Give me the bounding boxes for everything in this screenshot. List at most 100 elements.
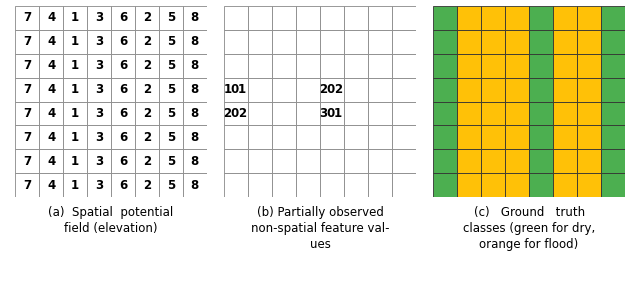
Text: 4: 4 [47, 11, 55, 24]
Text: 2: 2 [143, 155, 151, 168]
Bar [368, 102, 392, 125]
Bar [248, 125, 272, 149]
Text: 1: 1 [71, 59, 79, 72]
Bar [39, 125, 63, 149]
Bar [344, 54, 368, 78]
Bar [433, 77, 458, 102]
Bar [601, 54, 625, 78]
Text: 1: 1 [71, 11, 79, 24]
Bar [296, 102, 320, 125]
Bar [87, 125, 111, 149]
Bar [159, 77, 182, 102]
Bar [224, 125, 248, 149]
Bar [392, 6, 416, 30]
Text: 5: 5 [166, 59, 175, 72]
Bar [601, 77, 625, 102]
Bar [553, 30, 577, 54]
Bar [577, 125, 601, 149]
Bar [505, 102, 529, 125]
Bar [320, 125, 344, 149]
Bar [159, 30, 182, 54]
Bar [182, 125, 207, 149]
Bar [87, 54, 111, 78]
Text: 3: 3 [95, 131, 103, 144]
Text: 3: 3 [95, 107, 103, 120]
Text: 1: 1 [71, 179, 79, 192]
Bar [111, 54, 135, 78]
Bar [182, 54, 207, 78]
Bar [272, 125, 296, 149]
Text: 6: 6 [119, 59, 127, 72]
Text: (c)   Ground   truth
classes (green for dry,
orange for flood): (c) Ground truth classes (green for dry,… [463, 206, 595, 251]
Text: 3: 3 [95, 59, 103, 72]
Bar [553, 149, 577, 173]
Bar [63, 54, 87, 78]
Bar [368, 125, 392, 149]
Bar [224, 6, 248, 30]
Bar [182, 173, 207, 197]
Text: 2: 2 [143, 131, 151, 144]
Text: 1: 1 [71, 83, 79, 96]
Text: 8: 8 [191, 35, 199, 48]
Bar [320, 149, 344, 173]
Text: 1: 1 [334, 107, 342, 120]
Bar [159, 125, 182, 149]
Bar [296, 77, 320, 102]
Bar [182, 149, 207, 173]
Bar [577, 6, 601, 30]
Bar [481, 30, 505, 54]
Bar [135, 77, 159, 102]
Bar [601, 30, 625, 54]
Text: 7: 7 [23, 35, 31, 48]
Text: 7: 7 [23, 107, 31, 120]
Bar [368, 6, 392, 30]
Bar [481, 102, 505, 125]
Bar [433, 149, 458, 173]
Text: 6: 6 [119, 179, 127, 192]
Bar [182, 6, 207, 30]
Text: 7: 7 [23, 83, 31, 96]
Bar [111, 102, 135, 125]
Bar [15, 125, 39, 149]
Text: 2: 2 [143, 83, 151, 96]
Bar [320, 6, 344, 30]
Bar [368, 77, 392, 102]
Bar [15, 30, 39, 54]
Text: 8: 8 [191, 179, 199, 192]
Bar [368, 149, 392, 173]
Bar [135, 30, 159, 54]
Bar [505, 30, 529, 54]
Bar [135, 149, 159, 173]
Text: 4: 4 [47, 155, 55, 168]
Text: 2: 2 [238, 107, 246, 120]
Text: 5: 5 [166, 131, 175, 144]
Bar [529, 102, 553, 125]
Bar [392, 54, 416, 78]
Text: 6: 6 [119, 131, 127, 144]
Text: 4: 4 [47, 83, 55, 96]
Bar [505, 149, 529, 173]
Bar [529, 125, 553, 149]
Bar [458, 173, 481, 197]
Bar [87, 149, 111, 173]
Text: 3: 3 [95, 155, 103, 168]
Bar [224, 77, 248, 102]
Bar [159, 54, 182, 78]
Bar [458, 149, 481, 173]
Bar [15, 173, 39, 197]
Bar [63, 102, 87, 125]
Bar [505, 173, 529, 197]
Bar [15, 6, 39, 30]
Bar [87, 173, 111, 197]
Bar [111, 149, 135, 173]
Bar [39, 6, 63, 30]
Text: 8: 8 [191, 155, 199, 168]
Bar [433, 30, 458, 54]
Bar [63, 6, 87, 30]
Bar [601, 125, 625, 149]
Text: 4: 4 [47, 107, 55, 120]
Bar [182, 102, 207, 125]
Bar [135, 102, 159, 125]
Bar [368, 54, 392, 78]
Bar [577, 54, 601, 78]
